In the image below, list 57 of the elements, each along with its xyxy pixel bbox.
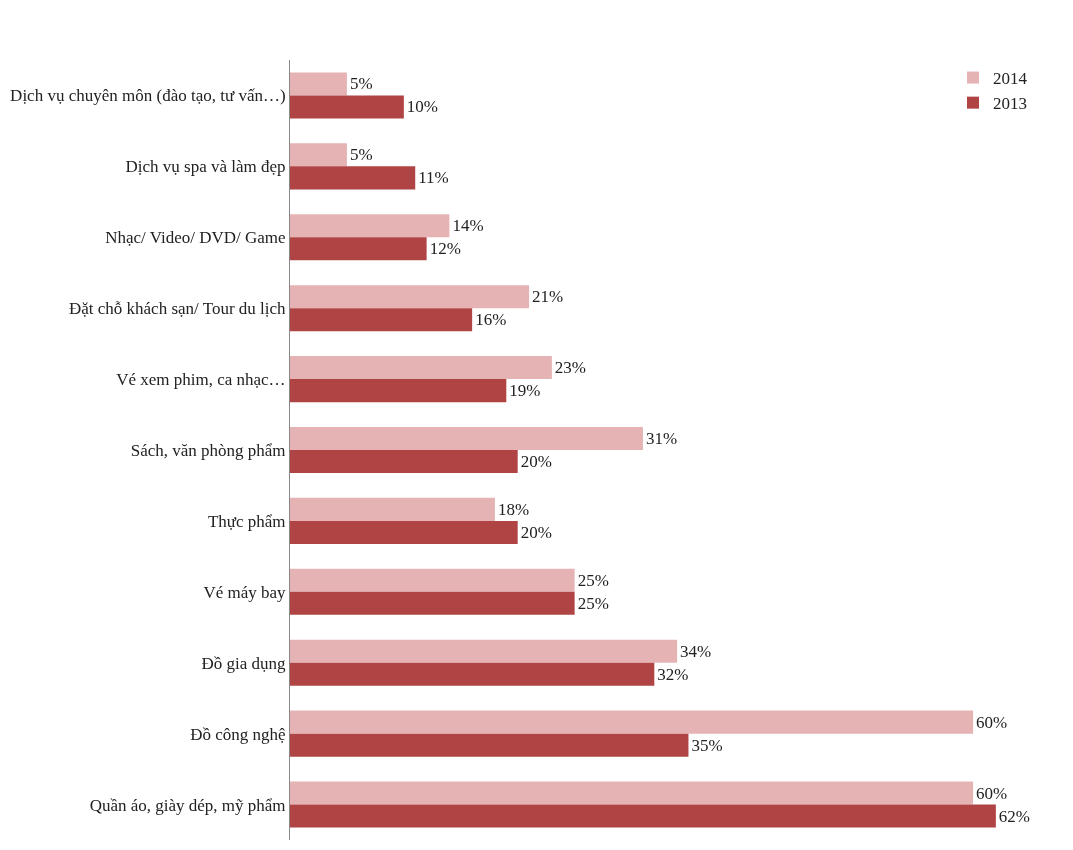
data-label: 14%	[452, 216, 484, 236]
data-label: 5%	[349, 74, 373, 94]
data-label: 25%	[577, 570, 609, 590]
bar	[290, 72, 347, 96]
bar	[290, 662, 655, 686]
bar	[290, 520, 518, 544]
data-label: 19%	[509, 381, 541, 401]
bar	[290, 639, 678, 663]
bar	[290, 166, 416, 190]
bar	[290, 237, 427, 261]
bar	[290, 804, 996, 828]
data-label: 60%	[976, 783, 1008, 803]
data-label: 11%	[418, 168, 449, 188]
bar	[290, 733, 689, 757]
data-label: 21%	[532, 287, 564, 307]
data-label: 20%	[520, 452, 552, 472]
data-label: 5%	[349, 145, 373, 165]
data-label: 60%	[976, 712, 1008, 732]
bar	[290, 214, 450, 238]
bar	[290, 591, 575, 615]
data-label: 32%	[657, 664, 689, 684]
bar	[290, 426, 643, 450]
data-label: 23%	[554, 358, 587, 378]
bar	[290, 710, 974, 734]
y-tick-label: Dịch vụ chuyên môn (đào tạo, tư vấn…)	[10, 86, 286, 106]
data-label: 34%	[680, 641, 712, 661]
y-tick-label: Vé xem phim, ca nhạc…	[116, 370, 286, 390]
bar	[290, 450, 518, 474]
bar	[290, 308, 473, 332]
bar	[290, 568, 575, 592]
legend-label: 2013	[993, 94, 1027, 114]
data-label: 35%	[691, 735, 723, 755]
legend-label: 2014	[993, 69, 1028, 89]
bar	[290, 143, 347, 167]
y-tick-label: Sách, văn phòng phẩm	[130, 440, 286, 460]
data-label: 12%	[429, 239, 461, 259]
y-tick-label: Nhạc/ Video/ DVD/ Game	[105, 228, 286, 248]
data-label: 16%	[475, 310, 507, 330]
bar	[290, 356, 552, 380]
y-tick-label: Quần áo, giày dép, mỹ phẩm	[89, 795, 286, 815]
data-label: 20%	[520, 522, 552, 542]
y-tick-label: Đồ công nghệ	[190, 724, 286, 744]
y-tick-label: Thực phẩm	[207, 511, 286, 531]
y-tick-label: Đặt chỗ khách sạn/ Tour du lịch	[68, 299, 287, 319]
data-label: 10%	[406, 97, 439, 117]
bar	[290, 379, 507, 403]
bar	[290, 781, 974, 805]
bar	[290, 95, 404, 119]
data-label: 62%	[998, 806, 1031, 826]
y-tick-label: Vé máy bay	[203, 582, 287, 602]
y-tick-label: Dịch vụ spa và làm đẹp	[125, 157, 286, 177]
data-label: 18%	[497, 499, 530, 519]
y-tick-label: Đồ gia dụng	[201, 653, 287, 673]
data-label: 25%	[577, 593, 609, 613]
data-label: 31%	[645, 428, 678, 448]
bar	[290, 285, 530, 309]
bar	[290, 497, 495, 521]
